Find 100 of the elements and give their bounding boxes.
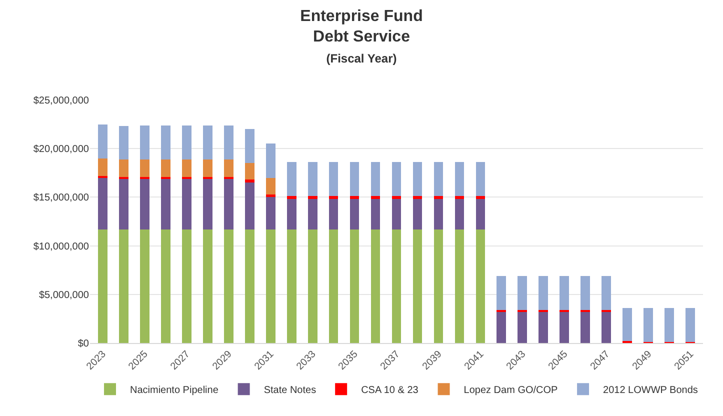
- bar: [202, 229, 212, 343]
- bar: [370, 196, 380, 199]
- bar: [350, 229, 360, 343]
- bar: [434, 162, 444, 196]
- bar: [350, 162, 360, 196]
- bar: [434, 196, 444, 199]
- bar: [286, 229, 296, 343]
- bar: [580, 312, 590, 343]
- bar: [602, 276, 612, 310]
- text: (Fiscal Year): [326, 51, 397, 66]
- bar: [580, 276, 590, 310]
- bar: [182, 178, 192, 230]
- bar: [434, 229, 444, 343]
- bar: [224, 229, 234, 343]
- bar: [412, 198, 422, 230]
- bar: [160, 159, 170, 177]
- bar: [118, 126, 128, 160]
- bar: [118, 229, 128, 343]
- bar: [392, 196, 402, 199]
- chart-subtitle: Debt Service: [313, 28, 410, 46]
- bar: [434, 198, 444, 230]
- bar: [202, 178, 212, 230]
- legend-label: Lopez Dam GO/COP: [464, 384, 558, 396]
- bar: [644, 308, 654, 342]
- legend-label: Nacimiento Pipeline: [130, 384, 219, 396]
- bar: [98, 178, 108, 230]
- bar: [392, 162, 402, 196]
- legend-label: 2012 LOWWP Bonds: [603, 384, 698, 396]
- bar: [328, 229, 338, 343]
- bar: [224, 159, 234, 177]
- bar: [244, 229, 254, 343]
- y-tick-label: $20,000,000: [33, 144, 90, 156]
- bar: [202, 159, 212, 177]
- bar: [328, 198, 338, 230]
- bar: [454, 196, 464, 199]
- bar: [370, 198, 380, 230]
- legend-label: CSA 10 & 23: [361, 384, 419, 396]
- bar: [308, 229, 318, 343]
- bar: [602, 312, 612, 343]
- bar: [224, 178, 234, 230]
- bar: [160, 125, 170, 160]
- bar: [286, 162, 296, 196]
- bar: [350, 196, 360, 199]
- bar: [412, 196, 422, 199]
- bar: [664, 308, 674, 342]
- bar: [266, 229, 276, 343]
- bar: [454, 229, 464, 343]
- bar: [140, 125, 150, 160]
- bar: [476, 162, 486, 196]
- y-tick-label: $25,000,000: [33, 96, 90, 106]
- bar: [538, 276, 548, 310]
- bar: [140, 178, 150, 230]
- y-tick-label: $0: [78, 338, 90, 350]
- bar: [160, 178, 170, 230]
- bar: [98, 158, 108, 176]
- bar: [476, 198, 486, 230]
- bar: [518, 276, 528, 310]
- bar: [538, 312, 548, 343]
- bar: [118, 159, 128, 177]
- bar: [328, 196, 338, 199]
- bar: [454, 198, 464, 230]
- bar: [370, 229, 380, 343]
- bar: [266, 144, 276, 178]
- bar: [308, 198, 318, 230]
- bar: [202, 125, 212, 160]
- chart-title: Enterprise Fund: [300, 8, 423, 25]
- bar: [560, 276, 570, 310]
- y-tick-label: $15,000,000: [33, 192, 90, 204]
- bar: [392, 198, 402, 230]
- bar: [140, 229, 150, 343]
- bar: [328, 162, 338, 196]
- bar: [350, 198, 360, 230]
- bar: [98, 229, 108, 343]
- bar: [308, 162, 318, 196]
- bar: [286, 198, 296, 230]
- bar: [98, 124, 108, 158]
- bar: [140, 159, 150, 177]
- bar: [308, 196, 318, 199]
- legend-label: State Notes: [264, 384, 316, 396]
- bar: [370, 162, 380, 196]
- bar: [182, 159, 192, 177]
- y-tick-label: $10,000,000: [33, 241, 90, 252]
- bar: [266, 178, 276, 194]
- bar: [412, 162, 422, 196]
- bar: [286, 196, 296, 199]
- bar: [686, 308, 696, 342]
- bar: [622, 308, 632, 342]
- bar: [244, 129, 254, 164]
- bar: [266, 197, 276, 230]
- bar: [518, 312, 528, 343]
- bar: [224, 125, 234, 160]
- bar: [244, 163, 254, 180]
- bar: [182, 229, 192, 343]
- bar: [454, 162, 464, 196]
- bar: [412, 229, 422, 343]
- bar: [476, 196, 486, 199]
- bar: [392, 229, 402, 343]
- bar: [160, 229, 170, 343]
- bar: [560, 312, 570, 343]
- bar: [496, 312, 506, 343]
